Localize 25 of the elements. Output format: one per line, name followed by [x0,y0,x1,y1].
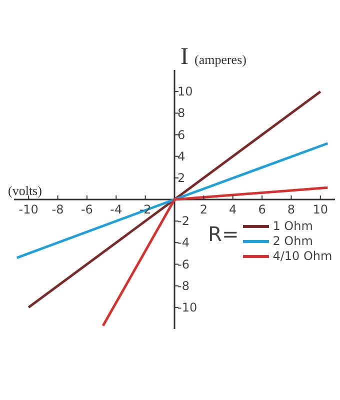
x-tick-label: 2 [200,202,208,216]
x-tick-label: 10 [312,202,328,216]
y-tick-label: -6 [178,257,190,272]
legend-label: 1 Ohm [272,218,314,234]
y-tick-label: -2 [178,214,190,228]
x-tick-label: -10 [18,202,38,216]
y-tick-label: 4 [178,149,186,164]
y-tick-label: 6 [178,128,186,142]
legend-label: 2 Ohm [272,234,314,249]
y-axis-title: I (amperes) [180,44,246,70]
x-tick-label: 4 [229,202,237,216]
y-tick-label: 2 [178,170,186,185]
x-tick-label: -4 [110,202,122,216]
y-tick-label: 10 [178,84,193,99]
x-tick-label: -6 [80,202,93,216]
legend-title: R= [208,222,239,246]
x-axis-title: (volts) [8,182,42,198]
legend-label: 4/10 Ohm [272,248,332,264]
x-tick-label: 6 [258,202,266,216]
x-tick-label: -8 [52,202,64,216]
x-tick-label: 8 [287,202,296,216]
y-tick-label: 8 [178,106,186,120]
y-tick-label: -4 [178,236,190,250]
y-tick-label: -10 [178,300,198,314]
y-tick-label: -8 [178,278,190,293]
